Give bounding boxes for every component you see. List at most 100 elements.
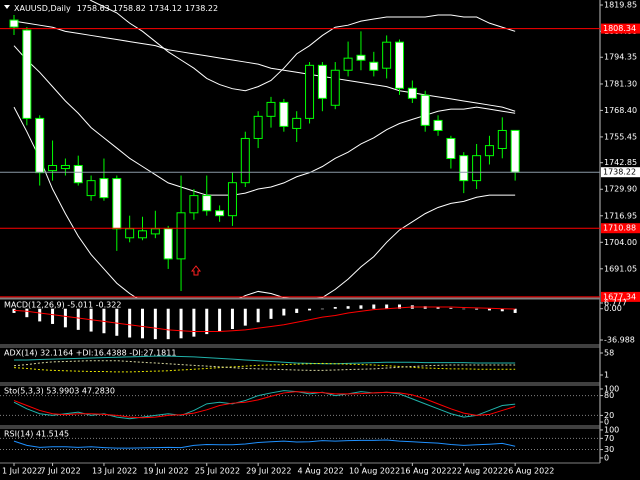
histogram-bar [359, 305, 363, 309]
panel [0, 437, 600, 451]
histogram-bar [63, 308, 67, 328]
panel [13, 355, 516, 373]
level-label-bg [601, 23, 640, 34]
y-tick-label: 1755.45 [604, 132, 637, 141]
histogram-bar [320, 308, 324, 310]
histogram-bar [462, 308, 466, 310]
histogram-bar [115, 308, 119, 336]
y-tick-label: 58 [604, 348, 614, 357]
candle-body [305, 64, 315, 119]
y-tick-label: 30 [604, 445, 614, 454]
header-close: 1738.22 [185, 4, 218, 13]
header-open: 1758.63 [77, 4, 110, 13]
panel [12, 304, 517, 340]
candle-body [86, 180, 96, 197]
histogram-bar [25, 308, 29, 318]
level-label-bg [601, 223, 640, 234]
histogram-bar [295, 308, 299, 313]
level-label: 1738.22 [603, 168, 636, 177]
candle-body [48, 164, 58, 172]
indicator-label: RSI(14) 41.5145 [4, 430, 69, 439]
candle-body [497, 129, 507, 149]
y-tick-label: 1781.30 [604, 79, 637, 88]
y-tick-label: 1819.85 [604, 1, 637, 10]
candle-body [176, 212, 186, 260]
histogram-bar [230, 308, 234, 330]
header-high: 1758.82 [113, 4, 146, 13]
indicator-line [13, 391, 516, 419]
y-tick-label: 70 [604, 434, 614, 443]
symbol-label: XAUUSD,Daily [14, 4, 71, 13]
histogram-bar [76, 308, 80, 330]
indicator-label: MACD(12,26,9) -5.011 -0.322 [4, 301, 121, 310]
candle-body [112, 178, 122, 230]
candle-body [227, 182, 237, 217]
histogram-bar [333, 307, 337, 309]
candle-body [253, 115, 263, 139]
histogram-bar [475, 308, 479, 310]
candle-body [446, 137, 456, 160]
y-tick-label: 0 [604, 453, 609, 462]
candle-body [317, 64, 327, 99]
histogram-bar [308, 308, 312, 311]
histogram-bar [38, 308, 42, 322]
overlay-line [13, 20, 516, 112]
y-tick-label: 6.777 [604, 298, 627, 307]
overlay-line [13, 45, 516, 196]
level-label: 1710.88 [603, 224, 636, 233]
indicator-line [14, 355, 516, 365]
histogram-bar [282, 308, 286, 316]
candle-body [382, 41, 392, 69]
histogram-bar [256, 308, 260, 323]
candle-body [35, 117, 45, 174]
candle-body [215, 210, 225, 217]
y-tick-label: 0.00 [604, 304, 622, 313]
candle-body [60, 164, 70, 170]
x-tick-label: 13 Jul 2022 [92, 467, 137, 476]
histogram-bar [192, 308, 196, 337]
indicator-label: ADX(14) 32.1164 +DI:16.4388 -DI:27.1811 [4, 349, 176, 358]
candle-body [330, 69, 340, 106]
candle-body [484, 145, 494, 157]
chart-header: XAUUSD,Daily 1758.63 1758.82 1734.12 1738.22 [14, 4, 218, 13]
panel [0, 390, 600, 420]
level-label: 1808.34 [603, 24, 636, 33]
y-tick-label: 1 [604, 371, 609, 380]
y-tick-label: 100 [604, 425, 619, 434]
histogram-bar [179, 308, 183, 339]
y-tick-label: 100 [604, 384, 619, 393]
candle-body [369, 61, 379, 71]
histogram-bar [141, 308, 144, 339]
level-label: 1677.34 [603, 292, 636, 301]
histogram-bar [153, 308, 157, 340]
candle-body [150, 228, 160, 235]
histogram-bar [269, 308, 273, 319]
y-tick-label: 1704.00 [604, 238, 637, 247]
candle-body [189, 195, 199, 214]
x-tick-label: 25 Jul 2022 [195, 467, 240, 476]
candle-body [510, 129, 520, 173]
candle-body [356, 54, 366, 61]
x-tick-label: 10 Aug 2022 [349, 467, 400, 476]
candle-body [459, 155, 469, 182]
candle-body [9, 19, 19, 28]
histogram-bar [449, 307, 453, 309]
candle-body [138, 230, 147, 239]
candle-body [279, 101, 289, 127]
candle-body [163, 228, 173, 260]
histogram-bar [385, 304, 389, 309]
histogram-bar [500, 308, 504, 312]
candle-body [343, 57, 353, 71]
candle-body [22, 29, 32, 119]
x-tick-label: 26 Aug 2022 [503, 467, 554, 476]
candle-body [202, 195, 212, 212]
histogram-bar [513, 308, 517, 313]
candle-body [99, 178, 109, 199]
candle-body [125, 228, 135, 239]
histogram-bar [218, 308, 222, 332]
indicator-line [13, 439, 516, 449]
y-tick-label: 1742.85 [604, 158, 637, 167]
x-tick-label: 29 Jul 2022 [246, 467, 291, 476]
candle-body [240, 137, 250, 184]
y-tick-label: 80 [604, 391, 614, 400]
